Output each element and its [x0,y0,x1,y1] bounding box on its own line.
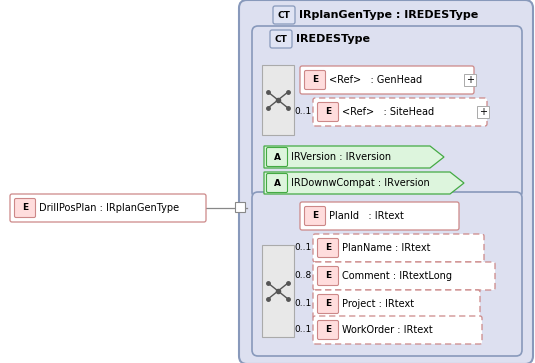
Text: DrillPosPlan : IRplanGenType: DrillPosPlan : IRplanGenType [39,203,179,213]
Text: IRDownwCompat : IRversion: IRDownwCompat : IRversion [291,178,430,188]
Bar [262,245,294,337]
Text: +: + [466,75,474,85]
FancyBboxPatch shape [273,6,295,24]
FancyBboxPatch shape [300,66,474,94]
Text: 0..1: 0..1 [295,107,312,117]
FancyBboxPatch shape [317,238,339,257]
Text: 0..1: 0..1 [295,299,312,309]
Text: E: E [22,204,28,212]
Text: PlanName : IRtext: PlanName : IRtext [342,243,431,253]
Text: E: E [325,299,331,309]
Polygon shape [264,146,444,168]
FancyBboxPatch shape [304,70,325,90]
Bar [464,74,476,86]
FancyBboxPatch shape [239,0,533,363]
Text: E: E [312,76,318,85]
Text: IREDESType: IREDESType [296,34,370,44]
Text: IRVersion : IRversion: IRVersion : IRversion [291,152,391,162]
FancyBboxPatch shape [252,192,522,356]
Text: CT: CT [274,34,287,44]
FancyBboxPatch shape [304,207,325,225]
Bar [477,106,489,118]
Text: Comment : IRtextLong: Comment : IRtextLong [342,271,452,281]
Text: <Ref>   : SiteHead: <Ref> : SiteHead [342,107,434,117]
FancyBboxPatch shape [313,234,484,262]
Text: A: A [273,152,280,162]
FancyBboxPatch shape [14,199,35,217]
Text: +: + [479,107,487,117]
Text: CT: CT [278,11,291,20]
FancyBboxPatch shape [266,174,287,192]
FancyBboxPatch shape [270,30,292,48]
Text: E: E [325,272,331,281]
Text: PlanId   : IRtext: PlanId : IRtext [329,211,404,221]
FancyBboxPatch shape [317,102,339,122]
FancyBboxPatch shape [313,98,487,126]
Text: <Ref>   : GenHead: <Ref> : GenHead [329,75,422,85]
FancyBboxPatch shape [317,266,339,286]
Text: A: A [273,179,280,188]
FancyBboxPatch shape [313,316,482,344]
FancyBboxPatch shape [266,147,287,167]
Text: 0..1: 0..1 [295,244,312,253]
FancyBboxPatch shape [313,290,480,318]
FancyBboxPatch shape [317,294,339,314]
FancyBboxPatch shape [252,26,522,198]
FancyBboxPatch shape [10,194,206,222]
Text: E: E [312,212,318,220]
Text: WorkOrder : IRtext: WorkOrder : IRtext [342,325,433,335]
Text: 0..8: 0..8 [295,272,312,281]
Bar [235,202,245,212]
Text: E: E [325,326,331,334]
Text: E: E [325,244,331,253]
FancyBboxPatch shape [300,202,459,230]
FancyBboxPatch shape [313,262,495,290]
Polygon shape [264,172,464,194]
Text: 0..1: 0..1 [295,326,312,334]
Text: E: E [325,107,331,117]
Text: IRplanGenType : IREDESType: IRplanGenType : IREDESType [299,10,478,20]
Bar [262,65,294,135]
FancyBboxPatch shape [317,321,339,339]
Text: Project : IRtext: Project : IRtext [342,299,414,309]
